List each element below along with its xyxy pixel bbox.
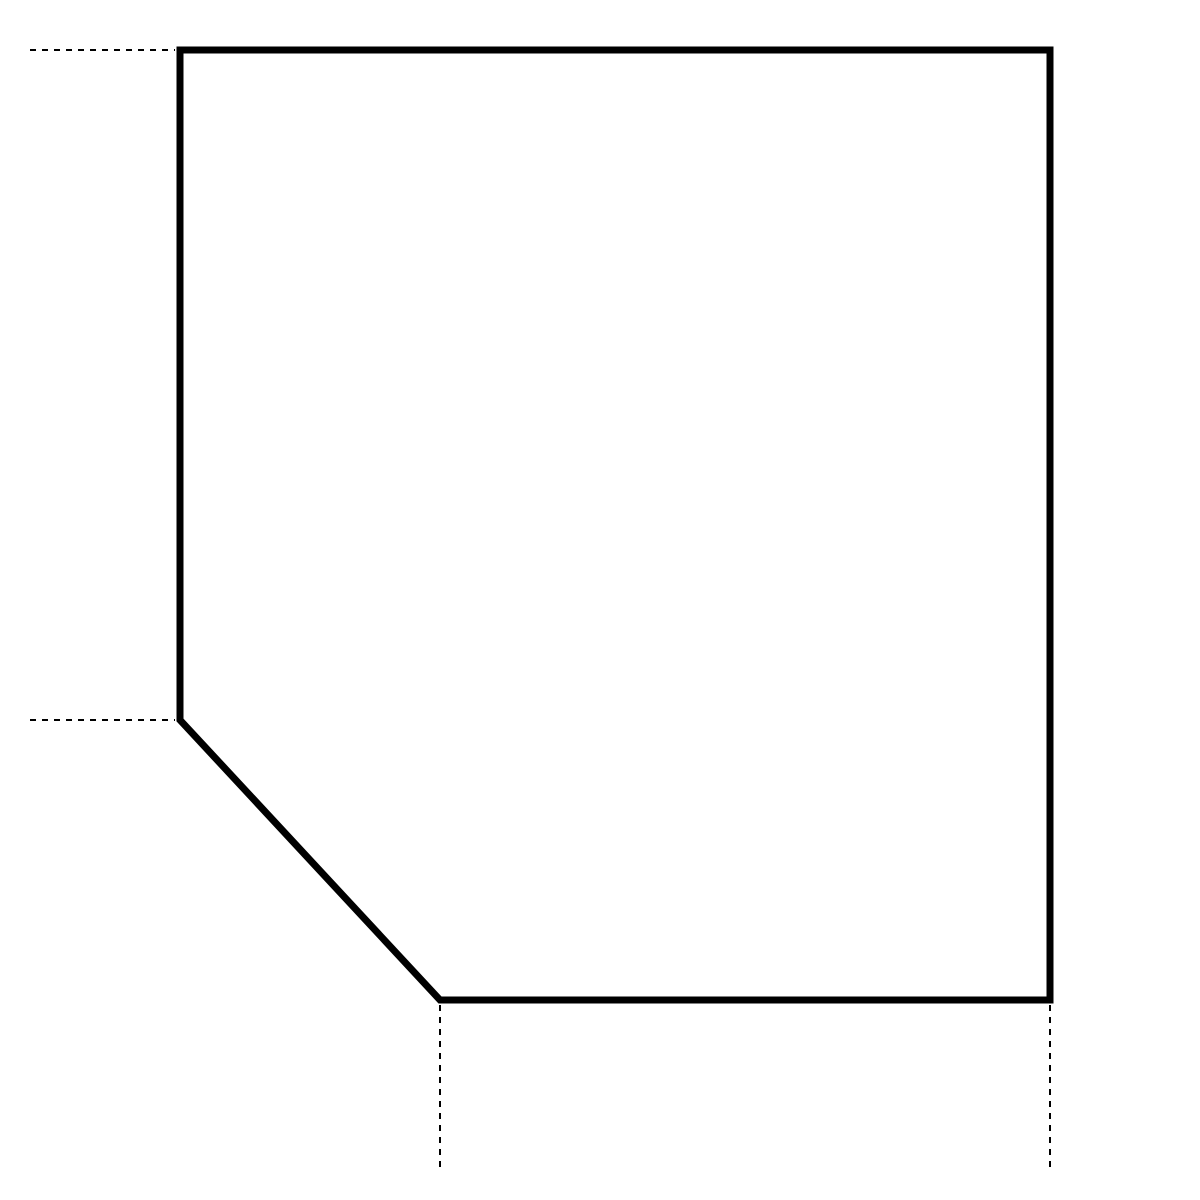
diagram-canvas [0, 0, 1200, 1200]
